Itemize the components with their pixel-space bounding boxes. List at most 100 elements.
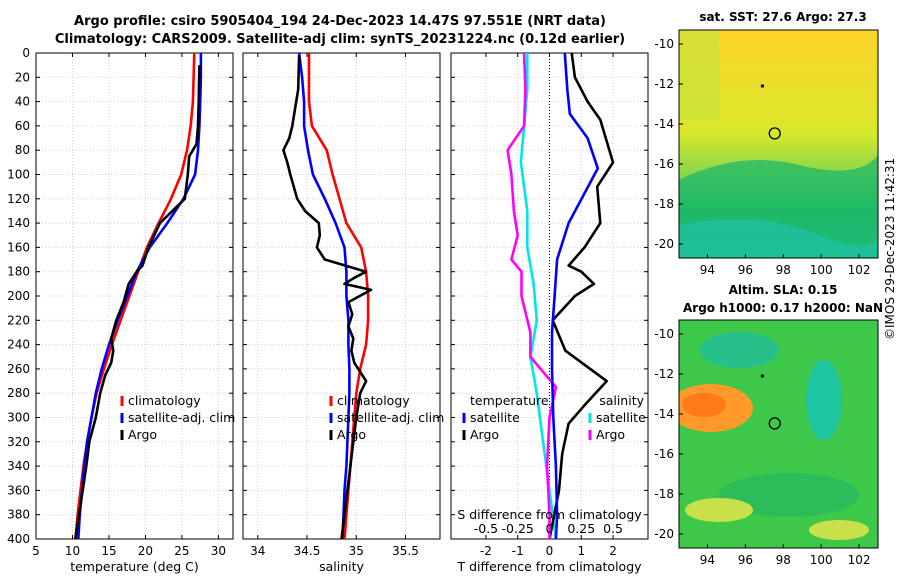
xtick-label: 0: [546, 544, 554, 558]
xtick-label: 34: [250, 544, 265, 558]
map-ytick-label: -18: [654, 487, 674, 501]
sst-cold-patch: [679, 219, 878, 258]
map-xtick-label: 98: [776, 553, 791, 567]
xtick-label: 10: [65, 544, 80, 558]
salinity-tick-label: 0: [546, 521, 554, 536]
legend-title-salinity: salinity: [599, 393, 644, 408]
ytick-label: 80: [15, 143, 30, 157]
map-field: [679, 30, 878, 258]
series-line-salinity-satellite: [506, 52, 558, 539]
xtick-label: 2: [609, 544, 617, 558]
figure-title-line1: Argo profile: csiro 5905404_194 24-Dec-2…: [74, 14, 606, 29]
ytick-label: 140: [7, 216, 30, 230]
map-ytick-label: -12: [654, 367, 674, 381]
legend-label: satellite-adj. clim: [128, 410, 235, 425]
map-ytick-label: -18: [654, 197, 674, 211]
ytick-label: 20: [15, 70, 30, 84]
x-axis-label: salinity: [319, 559, 364, 574]
map-xtick-label: 98: [776, 263, 791, 277]
legend-label: satellite: [470, 410, 520, 425]
legend-label: Argo: [128, 427, 157, 442]
xtick-label: 35.5: [392, 544, 419, 558]
series-line-temperature-argo: [548, 52, 615, 540]
xtick-label: 15: [101, 544, 116, 558]
salinity-axis-label: S difference from climatology: [457, 507, 642, 522]
figure-title-line2: Climatology: CARS2009. Satellite-adj cli…: [54, 32, 626, 47]
sla-yellow-patch: [685, 498, 753, 522]
panel-temperature: 0 20 40 60 80 100 120 140 160 180 200 220 240 260 280 3…: [7, 46, 235, 574]
salinity-tick-label: -0.25: [502, 521, 534, 536]
map-ytick-label: -10: [654, 327, 674, 341]
sla-map-title-line2: Argo h1000: 0.17 h2000: NaN: [682, 301, 884, 315]
ytick-label: 180: [7, 265, 30, 279]
ytick-label: 120: [7, 192, 30, 206]
map-ytick-label: -12: [654, 77, 674, 91]
axes-frame: [242, 52, 441, 540]
map-xtick-label: 102: [848, 263, 871, 277]
ytick-label: 240: [7, 338, 30, 352]
map-xtick-label: 102: [848, 553, 871, 567]
map-xtick-label: 96: [738, 263, 753, 277]
xtick-label: 34.5: [294, 544, 321, 558]
legend-label: satellite-adj. clim: [337, 410, 444, 425]
series-line-satellite-adj-clim: [77, 53, 203, 540]
legend-label: satellite: [596, 410, 646, 425]
xtick-label: 5: [32, 544, 40, 558]
float-track-dot: [760, 374, 764, 378]
xtick-label: 1: [577, 544, 585, 558]
x-axis-label: temperature (deg C): [70, 559, 199, 574]
ytick-label: 220: [7, 313, 30, 327]
float-track-dot: [760, 84, 764, 88]
ytick-label: 40: [15, 95, 30, 109]
map-ytick-label: -20: [654, 527, 674, 541]
salinity-tick-label: 0.5: [603, 521, 623, 536]
xtick-label: 35: [349, 544, 364, 558]
map-altim-sla-map: 94 96 98 100 102 -10 -12 -14 -16 -18 -20: [654, 319, 879, 567]
series-line-temperature-satellite: [519, 53, 558, 540]
ytick-label: 60: [15, 119, 30, 133]
sla-mid-patch: [719, 473, 859, 517]
legend-label: Argo: [596, 427, 625, 442]
profile-location-marker: [768, 417, 781, 430]
salinity-tick-label: -0.5: [474, 521, 498, 536]
map-frame: [678, 29, 879, 259]
map-ytick-label: -10: [654, 37, 674, 51]
map-field: [679, 320, 878, 548]
xtick-label: -2: [480, 544, 492, 558]
sla-map-title-line1: Altim. SLA: 0.15: [728, 283, 838, 297]
sst-patch: [679, 30, 719, 120]
xtick-label: 25: [174, 544, 189, 558]
xtick-label: 30: [211, 544, 226, 558]
sst-map-title: sat. SST: 27.6 Argo: 27.3: [699, 10, 867, 24]
ytick-label: 320: [7, 435, 30, 449]
sla-high-core: [682, 393, 726, 417]
axes-frame: [35, 52, 234, 540]
map-ytick-label: -20: [654, 237, 674, 251]
series-line-argo: [74, 65, 201, 540]
map-ytick-label: -14: [654, 117, 674, 131]
map-ytick-label: -14: [654, 407, 674, 421]
map-xtick-label: 94: [700, 263, 715, 277]
map-ytick-label: -16: [654, 157, 674, 171]
ytick-label: 260: [7, 362, 30, 376]
map-xtick-label: 100: [810, 553, 833, 567]
salinity-tick-label: 0.25: [567, 521, 595, 536]
map-ytick-label: -16: [654, 447, 674, 461]
ytick-label: 100: [7, 168, 30, 182]
series-line-satellite-adj-clim: [297, 52, 351, 540]
legend-title-temperature: temperature: [470, 393, 549, 408]
x-axis-label: T difference from climatology: [456, 559, 642, 574]
profile-location-marker: [768, 127, 781, 140]
ytick-label: 160: [7, 240, 30, 254]
map-frame: [678, 319, 879, 549]
xtick-label: 20: [138, 544, 153, 558]
ytick-label: 360: [7, 483, 30, 497]
ytick-label: 0: [22, 46, 30, 60]
series-line-argo: [282, 55, 373, 540]
ytick-label: 280: [7, 386, 30, 400]
panel-salinity: 34 34.5 35 35.5 salinity climatology satellite…: [242, 52, 444, 574]
sla-low-patch: [699, 332, 779, 368]
ytick-label: 200: [7, 289, 30, 303]
legend-label: climatology: [337, 393, 410, 408]
